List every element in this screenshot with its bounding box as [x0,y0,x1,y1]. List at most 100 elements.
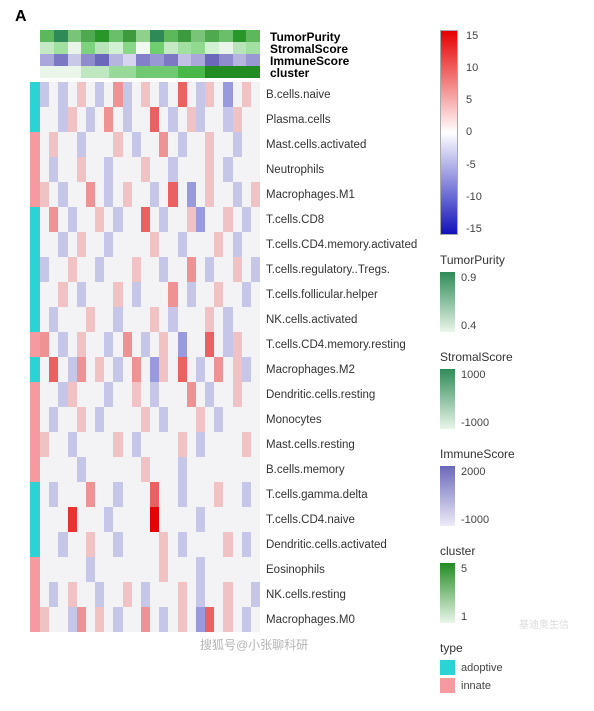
type-block [30,82,40,107]
heatmap-row: Eosinophils [40,557,417,582]
heatmap-row: B.cells.memory [40,457,417,482]
heatmap-row: Macrophages.M1 [40,182,417,207]
legend-title: ImmuneScore [440,447,590,461]
legend-tick: 5 [461,563,467,575]
type-label: adoptive [461,662,503,674]
heatmap-row-label: Macrophages.M2 [266,364,355,376]
type-block [30,507,40,532]
heatmap-row: T.cells.CD8 [40,207,417,232]
type-legend-items: adoptive innate [440,660,590,693]
type-block [30,332,40,357]
legend-gradient [440,466,455,526]
annotation-row-ImmuneScore [40,54,260,66]
main-colorbar-gradient [440,30,458,235]
type-block [30,557,40,582]
colorbar-tick: -5 [466,159,482,171]
heatmap-row-label: NK.cells.activated [266,314,357,326]
legend-gradient [440,369,455,429]
type-label: innate [461,680,491,692]
colorbar-tick: 0 [466,126,482,138]
heatmap-row: NK.cells.activated [40,307,417,332]
colorbar-tick: 5 [466,94,482,106]
heatmap-row: T.cells.follicular.helper [40,282,417,307]
heatmap-row-label: T.cells.CD4.memory.activated [266,239,417,251]
heatmap-row: B.cells.naive [40,82,417,107]
annotation-row-cluster [40,66,260,78]
legend-title: type [440,641,590,655]
panel-label: A [15,8,27,26]
heatmap-row-label: Mast.cells.activated [266,139,366,151]
legend-title: StromalScore [440,350,590,364]
type-block [30,182,40,207]
heatmap-row-label: B.cells.memory [266,464,345,476]
type-legend-item: innate [440,678,590,693]
heatmap-row: NK.cells.resting [40,582,417,607]
heatmap-row: Dendritic.cells.activated [40,532,417,557]
type-block [30,232,40,257]
legend-type: type adoptive innate [440,641,590,693]
heatmap-row-label: Mast.cells.resting [266,439,355,451]
type-block [30,307,40,332]
heatmap-row-label: NK.cells.resting [266,589,346,601]
heatmap-row-label: T.cells.follicular.helper [266,289,378,301]
heatmap-row-label: Macrophages.M0 [266,614,355,626]
watermark2: 基迪奥生信 [519,616,569,631]
type-block [30,207,40,232]
annotation-row-StromalScore [40,42,260,54]
heatmap-row: Neutrophils [40,157,417,182]
type-block [30,407,40,432]
legend-tick: 0.4 [461,320,476,332]
type-block [30,157,40,182]
type-block [30,582,40,607]
watermark: 搜狐号@小张聊科研 [200,636,308,653]
type-swatch [440,660,455,675]
heatmap-row-label: Macrophages.M1 [266,189,355,201]
legend-tick: 1 [461,611,467,623]
heatmap-row: Dendritic.cells.resting [40,382,417,407]
main-colorbar-ticks: 151050-5-10-15 [466,30,482,235]
legend-immunescore: ImmuneScore 2000 -1000 [440,447,590,526]
legend-title: TumorPurity [440,253,590,267]
type-block [30,432,40,457]
type-sidebar [30,82,40,632]
type-block [30,357,40,382]
type-block [30,457,40,482]
legend-title: cluster [440,544,590,558]
legend-tumorpurity: TumorPurity 0.9 0.4 [440,253,590,332]
heatmap-row-label: T.cells.CD4.memory.resting [266,339,406,351]
legend-gradient [440,563,455,623]
legend-cluster: cluster 5 1 [440,544,590,623]
type-block [30,382,40,407]
type-swatch [440,678,455,693]
legends-panel: 151050-5-10-15 TumorPurity 0.9 0.4 Strom… [440,30,590,711]
colorbar-tick: 10 [466,62,482,74]
heatmap-container: B.cells.naivePlasma.cellsMast.cells.acti… [30,82,400,632]
heatmap-row: T.cells.regulatory..Tregs. [40,257,417,282]
type-block [30,132,40,157]
heatmap-row-label: Monocytes [266,414,322,426]
type-block [30,607,40,632]
colorbar-tick: -15 [466,223,482,235]
annotation-tracks: TumorPurityStromalScoreImmuneScorecluste… [30,30,400,78]
heatmap-row-label: Dendritic.cells.resting [266,389,375,401]
legend-tick: -1000 [461,417,489,429]
type-block [30,532,40,557]
legend-tick: -1000 [461,514,489,526]
annotation-row-TumorPurity [40,30,260,42]
heatmap-row: Mast.cells.activated [40,132,417,157]
heatmap-row: T.cells.CD4.memory.activated [40,232,417,257]
heatmap-row: Mast.cells.resting [40,432,417,457]
heatmap-row-label: Eosinophils [266,564,325,576]
type-block [30,282,40,307]
type-block [30,482,40,507]
colorbar-tick: -10 [466,191,482,203]
heatmap-row: T.cells.gamma.delta [40,482,417,507]
heatmap-row-label: Neutrophils [266,164,324,176]
heatmap-row: T.cells.CD4.memory.resting [40,332,417,357]
heatmap-row-label: B.cells.naive [266,89,331,101]
heatmap-row: Plasma.cells [40,107,417,132]
main-heatmap-area: TumorPurityStromalScoreImmuneScorecluste… [30,30,400,632]
heatmap-row: Monocytes [40,407,417,432]
type-block [30,257,40,282]
legend-tick: 0.9 [461,272,476,284]
